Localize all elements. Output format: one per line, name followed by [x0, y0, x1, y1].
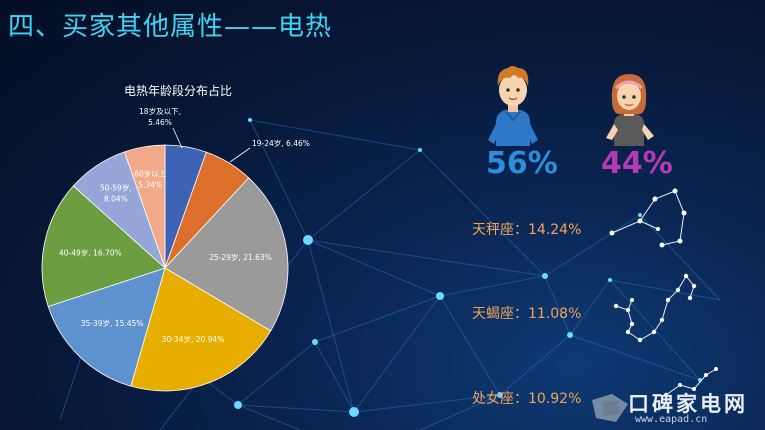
pie-slice: [47, 267, 166, 387]
slice-data-label: 40-49岁, 16.70%: [59, 247, 122, 257]
label-leader-line: [172, 127, 183, 149]
pie-slice: [164, 177, 289, 332]
pie-slice: [123, 144, 166, 269]
label-leader-line: [229, 147, 251, 163]
slice-data-label: 25-29岁, 21.63%: [209, 252, 272, 262]
pie-slice: [41, 185, 166, 308]
slice-data-label: 50-59岁, 8.04%: [100, 182, 132, 203]
watermark-url: www.eapad.cn: [635, 414, 708, 425]
slice-data-label: 35-39岁, 15.45%: [81, 318, 144, 328]
pie-slice: [130, 267, 272, 392]
scorpio-constellation-icon: [613, 273, 697, 343]
slice-data-label: 30-34岁, 20.94%: [162, 334, 225, 344]
male-avatar-icon: [488, 66, 538, 146]
chart-title: 电热年龄段分布占比: [124, 83, 232, 98]
slice-data-label: 18岁及以下, 5.46%: [139, 106, 181, 127]
watermark-logo-icon: [592, 394, 628, 422]
female-avatar-icon: [606, 74, 654, 146]
zodiac-virgo-label: 处女座：10.92%: [472, 391, 582, 407]
slice-data-label: 19-24岁, 6.46%: [252, 138, 310, 148]
zodiac-libra-label: 天秤座：14.24%: [472, 222, 582, 238]
slice-data-label: 60岁以上 5.34%: [134, 169, 167, 190]
watermark-text: 口碑家电网: [628, 392, 748, 416]
zodiac-scorpio-label: 天蝎座：11.08%: [472, 306, 582, 322]
libra-constellation-icon: [609, 188, 687, 248]
female-percentage: 44%: [601, 146, 673, 181]
page-title: 四、买家其他属性——电热: [8, 12, 333, 42]
male-percentage: 56%: [486, 146, 558, 181]
virgo-constellation-icon: [664, 367, 718, 397]
